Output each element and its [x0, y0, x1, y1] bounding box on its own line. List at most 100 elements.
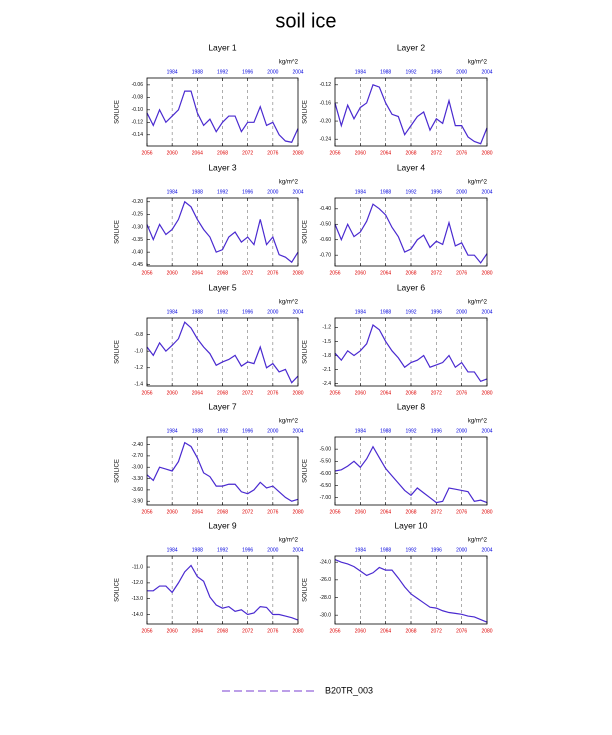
x2-tick-label: 2000 — [456, 189, 467, 195]
x2-tick-label: 2004 — [292, 428, 303, 434]
plot-frame — [334, 317, 488, 387]
x-tick-label: 2056 — [329, 628, 340, 634]
y-tick-label: -0.20 — [132, 199, 144, 205]
x-tick-label: 2056 — [141, 628, 152, 634]
x2-tick-label: 1992 — [217, 547, 228, 553]
data-line — [146, 321, 299, 384]
x-tick-label: 2056 — [141, 509, 152, 515]
x2-tick-label: 1988 — [380, 189, 391, 195]
x-tick-label: 2060 — [167, 509, 178, 515]
x2-tick-label: 1984 — [167, 309, 178, 315]
x2-tick-label: 1984 — [355, 428, 366, 434]
y-axis-label: SOILICE — [303, 340, 309, 364]
x-tick-label: 2064 — [192, 509, 203, 515]
x-tick-label: 2080 — [481, 150, 492, 156]
unit-label: kg/m^2 — [279, 419, 299, 425]
x2-tick-label: 1992 — [217, 428, 228, 434]
x2-tick-label: 2004 — [292, 547, 303, 553]
x-tick-label: 2068 — [217, 509, 228, 515]
y-tick-label: -0.20 — [320, 118, 332, 124]
x-tick-label: 2064 — [192, 270, 203, 276]
unit-label: kg/m^2 — [468, 300, 488, 306]
unit-label: kg/m^2 — [468, 419, 488, 425]
data-line — [334, 558, 488, 623]
x2-tick-label: 2004 — [481, 547, 492, 553]
unit-label: kg/m^2 — [279, 300, 299, 306]
plot-frame — [146, 555, 299, 625]
y-tick-label: -13.0 — [132, 596, 144, 602]
y-tick-label: -1.8 — [322, 353, 331, 359]
panel-title: Layer 8 — [397, 401, 426, 411]
y-tick-label: -5.00 — [320, 446, 332, 452]
x-tick-label: 2080 — [292, 270, 303, 276]
x2-tick-label: 1984 — [167, 547, 178, 553]
x-tick-label: 2068 — [405, 150, 416, 156]
y-axis-label: SOILICE — [115, 340, 121, 364]
x2-tick-label: 1992 — [405, 428, 416, 434]
x2-tick-label: 1988 — [380, 428, 391, 434]
x2-tick-label: 1988 — [192, 428, 203, 434]
y-tick-label: -0.35 — [132, 237, 144, 243]
x2-tick-label: 1996 — [431, 428, 442, 434]
x-tick-label: 2068 — [217, 390, 228, 396]
x2-tick-label: 2000 — [456, 547, 467, 553]
x2-tick-label: 1984 — [167, 69, 178, 75]
y-tick-label: -2.70 — [132, 453, 144, 459]
x2-tick-label: 1984 — [355, 309, 366, 315]
x-tick-label: 2060 — [167, 628, 178, 634]
x2-tick-label: 2004 — [292, 309, 303, 315]
x2-tick-label: 2000 — [267, 547, 278, 553]
x2-tick-label: 1988 — [380, 309, 391, 315]
x-tick-label: 2056 — [329, 270, 340, 276]
x2-tick-label: 2000 — [267, 69, 278, 75]
plot-frame — [146, 197, 299, 267]
x2-tick-label: 1984 — [167, 189, 178, 195]
x2-tick-label: 1988 — [192, 69, 203, 75]
x2-tick-label: 1988 — [192, 547, 203, 553]
plot-frame — [334, 436, 488, 506]
x2-tick-label: 1988 — [380, 69, 391, 75]
panel-title: Layer 3 — [208, 162, 237, 172]
x-tick-label: 2080 — [292, 509, 303, 515]
x-tick-label: 2064 — [192, 150, 203, 156]
x2-tick-label: 1992 — [405, 309, 416, 315]
y-axis-label: SOILICE — [115, 100, 121, 124]
y-tick-label: -0.8 — [134, 332, 143, 338]
x-tick-label: 2068 — [217, 628, 228, 634]
x-tick-label: 2072 — [431, 150, 442, 156]
y-axis-label: SOILICE — [303, 100, 309, 124]
x2-tick-label: 2000 — [267, 189, 278, 195]
x-tick-label: 2060 — [167, 390, 178, 396]
plot-frame — [146, 77, 299, 147]
x-tick-label: 2060 — [355, 270, 366, 276]
x2-tick-label: 1996 — [242, 69, 253, 75]
x-tick-label: 2080 — [292, 390, 303, 396]
unit-label: kg/m^2 — [279, 60, 299, 66]
y-tick-label: -11.0 — [132, 564, 143, 570]
y-tick-label: -30.0 — [320, 612, 332, 618]
x-tick-label: 2076 — [267, 509, 278, 515]
data-line — [146, 441, 299, 502]
x-tick-label: 2068 — [405, 270, 416, 276]
x-tick-label: 2068 — [217, 270, 228, 276]
x2-tick-label: 1996 — [431, 189, 442, 195]
legend-label: B20TR_003 — [325, 685, 373, 695]
y-tick-label: -24.0 — [320, 560, 332, 566]
x2-tick-label: 2000 — [456, 69, 467, 75]
x-tick-label: 2068 — [217, 150, 228, 156]
x-tick-label: 2080 — [292, 150, 303, 156]
data-line — [146, 200, 299, 264]
y-tick-label: -0.50 — [320, 222, 332, 228]
y-tick-label: -3.00 — [132, 465, 144, 471]
x-tick-label: 2060 — [355, 509, 366, 515]
y-tick-label: -0.08 — [132, 95, 144, 101]
x2-tick-label: 1992 — [217, 69, 228, 75]
y-axis-label: SOILICE — [303, 578, 309, 602]
x2-tick-label: 1984 — [355, 189, 366, 195]
x-tick-label: 2080 — [481, 270, 492, 276]
panel-title: Layer 4 — [397, 162, 426, 172]
panel-title: Layer 1 — [208, 42, 237, 52]
x-tick-label: 2072 — [431, 509, 442, 515]
